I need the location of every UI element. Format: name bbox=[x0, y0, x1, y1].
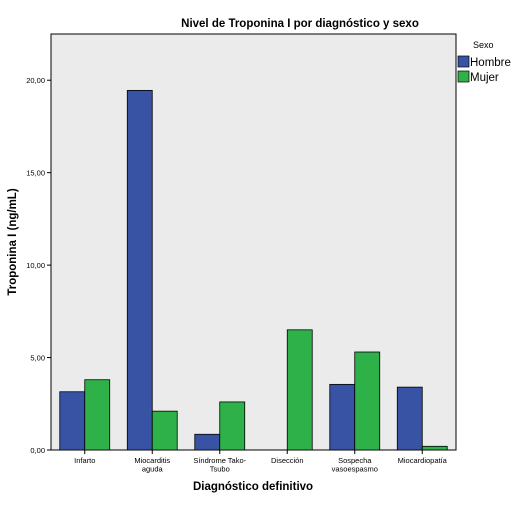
legend-title: Sexo bbox=[473, 40, 494, 50]
y-tick-label: 0,00 bbox=[30, 446, 45, 455]
legend-label-hombre: Hombre bbox=[470, 57, 511, 69]
y-tick-label: 15,00 bbox=[26, 169, 45, 178]
bar-hombre bbox=[396, 386, 423, 451]
bar-hombre bbox=[194, 433, 221, 451]
bar-mujer bbox=[354, 351, 381, 451]
x-tick-label: Miocardiopatía bbox=[398, 456, 448, 465]
bar-hombre bbox=[126, 89, 153, 451]
legend: Sexo Hombre Mujer bbox=[457, 40, 511, 84]
y-tick-label: 10,00 bbox=[26, 261, 45, 270]
bars-layer bbox=[59, 89, 448, 451]
bar-mujer bbox=[421, 445, 448, 451]
chart-title: Nivel de Troponina I por diagnóstico y s… bbox=[181, 18, 419, 30]
x-tick-label: Infarto bbox=[74, 456, 95, 465]
bar-mujer bbox=[84, 379, 111, 451]
y-tick-label: 20,00 bbox=[26, 76, 45, 85]
x-tick-label: Síndrome Tako-Tsubo bbox=[193, 456, 246, 474]
y-axis-label: Troponina I (ng/mL) bbox=[7, 188, 19, 295]
x-axis: Infarto Miocarditis aguda Síndrome Tako-Tsu… bbox=[74, 450, 448, 474]
legend-swatch-hombre bbox=[457, 55, 470, 68]
bar-mujer bbox=[286, 329, 313, 451]
legend-swatch-mujer bbox=[457, 70, 470, 83]
y-axis: 0,00 5,00 10,00 15,00 20,00 bbox=[26, 76, 51, 455]
x-tick-label: Miocarditis aguda bbox=[134, 456, 170, 474]
y-tick-label: 5,00 bbox=[30, 354, 45, 363]
x-axis-label: Diagnóstico definitivo bbox=[193, 481, 313, 493]
plot-area bbox=[50, 33, 457, 451]
x-tick-label: Sospecha vasoespasmo bbox=[332, 456, 378, 474]
x-tick-label: Disección bbox=[271, 456, 304, 465]
legend-label-mujer: Mujer bbox=[470, 72, 499, 84]
bar-hombre bbox=[329, 383, 356, 451]
bar-mujer bbox=[219, 401, 246, 451]
bar-hombre bbox=[59, 391, 86, 451]
bar-mujer bbox=[151, 410, 178, 451]
